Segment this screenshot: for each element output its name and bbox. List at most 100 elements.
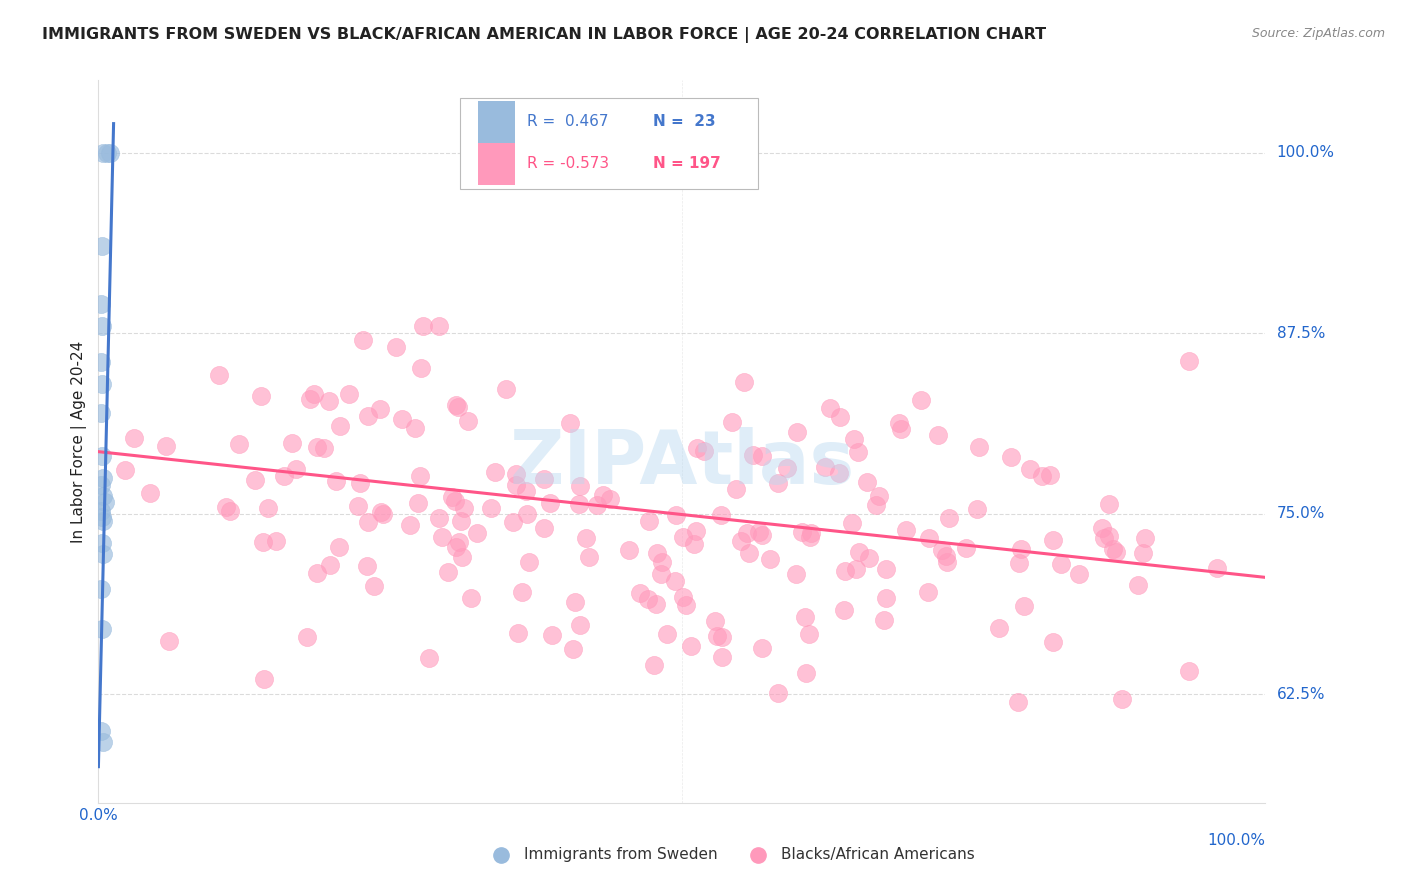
Point: [1102, 541, 1125, 556]
Point: [91, 145, 114, 160]
Point: [404, 421, 426, 435]
Point: [1042, 533, 1064, 548]
Point: [799, 531, 821, 545]
Point: [644, 597, 666, 611]
Point: [90, 355, 112, 369]
Point: [1012, 599, 1035, 614]
Point: [284, 462, 307, 476]
Text: R =  0.467: R = 0.467: [527, 114, 609, 129]
Point: [967, 440, 990, 454]
Point: [873, 613, 896, 627]
Point: [1000, 450, 1022, 465]
Point: [96, 145, 118, 160]
Point: [711, 630, 734, 644]
FancyBboxPatch shape: [460, 98, 758, 189]
Point: [578, 549, 600, 564]
Point: [90, 509, 112, 524]
Point: [451, 550, 474, 565]
Point: [371, 507, 394, 521]
Point: [751, 528, 773, 542]
Point: [157, 634, 180, 648]
Point: [768, 686, 790, 700]
Point: [693, 443, 716, 458]
Point: [564, 595, 586, 609]
Point: [299, 392, 322, 407]
Point: [966, 502, 988, 516]
Point: [794, 665, 817, 680]
Point: [1092, 531, 1115, 545]
Point: [814, 459, 837, 474]
Point: [502, 516, 524, 530]
Point: [628, 586, 651, 600]
Bar: [478, 143, 515, 185]
Point: [90, 723, 112, 738]
Point: [735, 526, 758, 541]
Point: [432, 530, 454, 544]
Point: [751, 450, 773, 464]
Point: [155, 439, 177, 453]
Text: 100.0%: 100.0%: [1277, 145, 1334, 160]
Point: [90, 582, 112, 596]
Point: [706, 629, 728, 643]
Point: [281, 436, 304, 450]
Point: [295, 630, 318, 644]
Point: [1133, 532, 1156, 546]
Point: [510, 585, 533, 599]
Point: [427, 511, 450, 525]
Point: [1007, 695, 1029, 709]
Point: [319, 558, 342, 573]
Point: [1177, 665, 1199, 679]
Point: [655, 626, 678, 640]
Point: [257, 500, 280, 515]
Point: [465, 526, 488, 541]
Point: [447, 535, 470, 549]
Point: [90, 318, 112, 333]
Point: [841, 516, 863, 531]
Point: [748, 524, 770, 539]
Point: [533, 472, 555, 486]
Point: [208, 368, 231, 383]
Point: [352, 334, 374, 348]
Point: [245, 474, 267, 488]
Point: [1069, 566, 1091, 581]
Point: [786, 425, 808, 439]
Point: [505, 467, 527, 481]
Point: [828, 467, 851, 481]
Point: [927, 427, 949, 442]
Point: [264, 533, 287, 548]
Text: 87.5%: 87.5%: [1277, 326, 1324, 341]
Point: [91, 735, 114, 749]
Point: [800, 525, 823, 540]
Point: [533, 521, 555, 535]
Point: [599, 491, 621, 506]
Point: [495, 382, 517, 396]
Point: [1090, 521, 1112, 535]
Point: [304, 386, 326, 401]
Point: [484, 465, 506, 479]
Point: [398, 517, 420, 532]
Point: [370, 505, 392, 519]
Point: [408, 496, 430, 510]
Point: [337, 386, 360, 401]
Point: [508, 625, 530, 640]
Point: [228, 437, 250, 451]
Point: [444, 398, 467, 412]
Point: [686, 441, 709, 455]
Point: [441, 490, 464, 504]
Point: [846, 444, 869, 458]
Text: 75.0%: 75.0%: [1277, 507, 1324, 521]
Text: ZIPAtlas: ZIPAtlas: [509, 426, 855, 500]
Point: [785, 566, 807, 581]
Point: [429, 318, 451, 333]
Point: [568, 618, 591, 632]
Point: [98, 145, 121, 160]
Point: [443, 494, 465, 508]
Point: [938, 511, 960, 525]
Point: [91, 514, 114, 528]
Point: [305, 566, 328, 580]
Point: [273, 468, 295, 483]
Point: [444, 540, 467, 554]
Point: [114, 463, 136, 477]
Point: [935, 549, 957, 564]
Point: [460, 591, 482, 606]
